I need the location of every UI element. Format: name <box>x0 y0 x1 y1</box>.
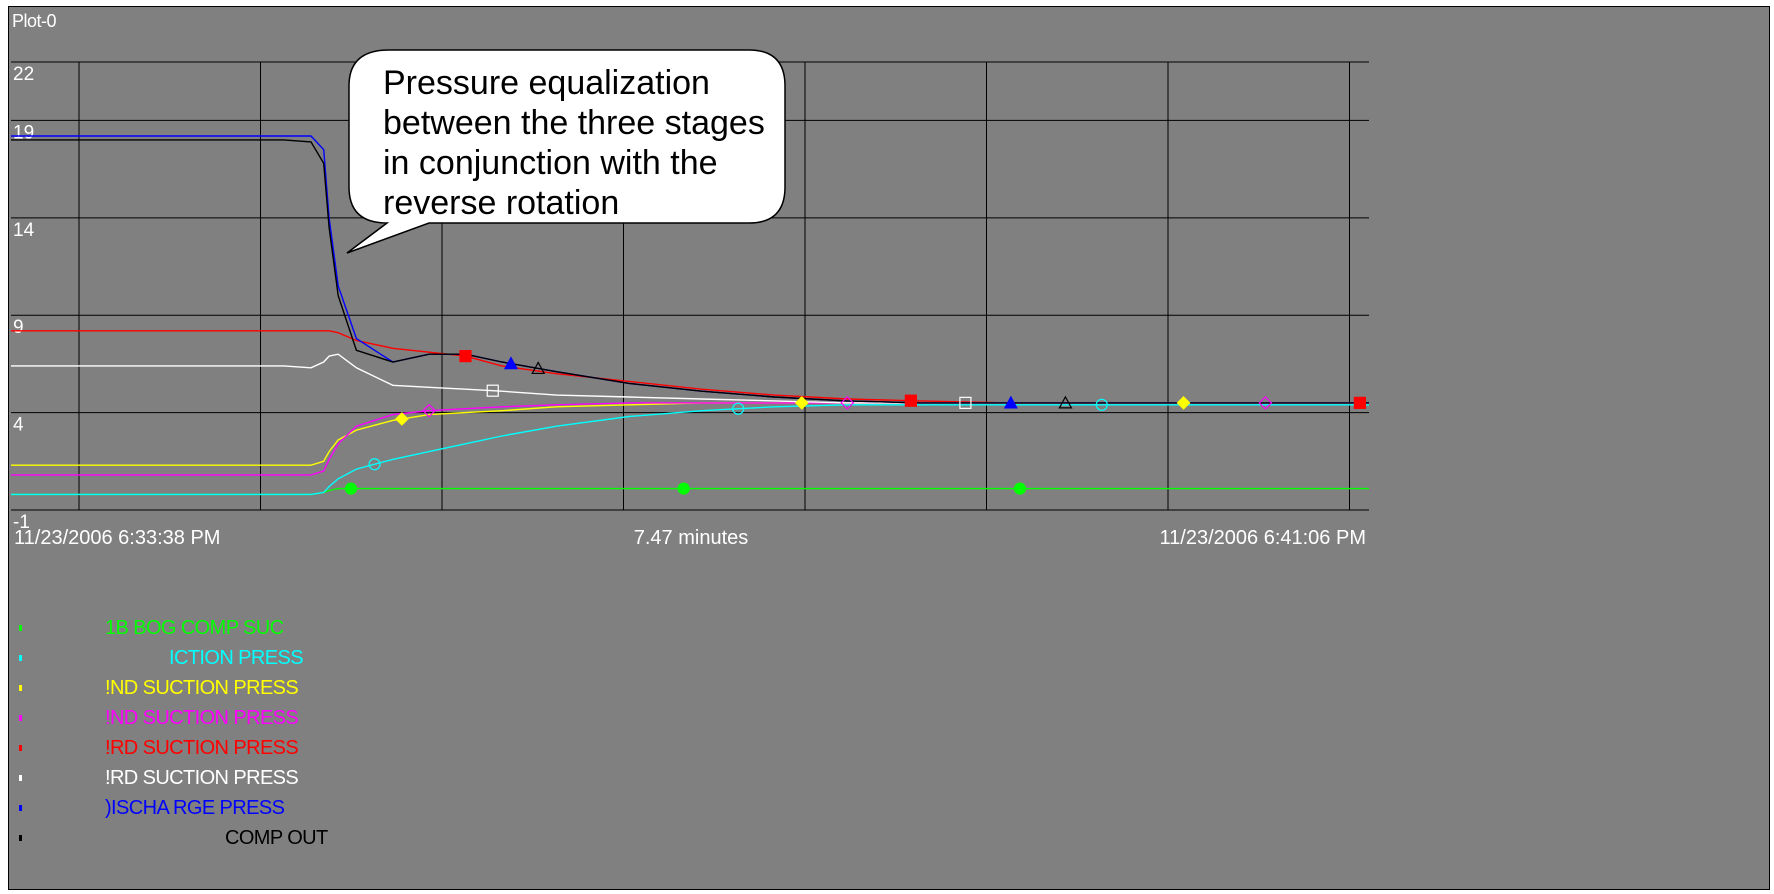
x-axis-label: 7.47 minutes <box>634 527 749 549</box>
series-lines <box>11 135 1369 496</box>
legend-swatch <box>19 805 22 811</box>
series-marker <box>1353 396 1367 409</box>
y-tick-label: 14 <box>13 220 35 241</box>
legend-item: ICTION PRESS <box>9 644 609 674</box>
series-marker <box>422 403 436 418</box>
legend-item: COMP OUT <box>9 824 609 854</box>
series-markers <box>344 350 1367 495</box>
series-marker <box>344 482 358 495</box>
series-line <box>11 139 1369 404</box>
series-marker <box>531 361 546 375</box>
legend-label: !RD SUCTION PRESS <box>105 737 299 759</box>
legend-swatch <box>19 835 22 841</box>
series-marker <box>1003 395 1018 409</box>
x-start-label: 11/23/2006 6:33:38 PM <box>14 527 220 549</box>
series-marker <box>1095 398 1108 411</box>
legend-label: !ND SUCTION PRESS <box>105 677 299 699</box>
legend-item: !ND SUCTION PRESS <box>9 704 609 734</box>
chart: -1 4 9 14 19 22 11/23/2006 6:33:38 PM 7.47 mi… <box>11 49 1369 549</box>
series-marker <box>794 396 809 410</box>
legend-item: 1B BOG COMP SUC <box>9 614 609 644</box>
series-line <box>11 353 1369 404</box>
legend-label: )ISCHA RGE PRESS <box>105 797 285 819</box>
callout-line-3: in conjunction with the <box>383 144 718 182</box>
y-tick-label: -1 <box>13 512 30 533</box>
legend-swatch <box>19 685 22 691</box>
series-marker <box>459 350 472 363</box>
y-tick-label: 19 <box>13 122 34 143</box>
legend-item: !RD SUCTION PRESS <box>9 734 609 764</box>
series-marker <box>959 396 972 409</box>
y-tick-label: 22 <box>13 64 34 85</box>
series-marker <box>904 394 917 407</box>
series-marker <box>1058 395 1073 409</box>
series-line <box>11 487 1369 496</box>
series-marker <box>368 458 381 471</box>
callout-bubble <box>346 49 786 254</box>
callout-line-1: Pressure equalization <box>383 64 710 102</box>
legend-item: !ND SUCTION PRESS <box>9 674 609 704</box>
legend-item: !RD SUCTION PRESS <box>9 764 609 794</box>
series-marker <box>840 396 855 410</box>
plot-window: Plot-0 -1 4 9 14 19 22 11/23/2006 6:33:38 PM … <box>8 6 1770 890</box>
legend-label: 1B BOG COMP SUC <box>105 617 284 639</box>
legend-swatch <box>19 775 22 781</box>
y-axis-labels: -1 4 9 14 19 22 <box>13 64 35 533</box>
legend-label: !RD SUCTION PRESS <box>105 767 299 789</box>
legend-item: )ISCHA RGE PRESS <box>9 794 609 824</box>
legend-swatch <box>19 655 22 661</box>
legend-label: !ND SUCTION PRESS <box>105 707 299 729</box>
legend-label: ICTION PRESS <box>169 647 304 669</box>
legend-swatch <box>19 625 22 631</box>
legend-swatch <box>19 745 22 751</box>
callout-line-4: reverse rotation <box>383 184 619 222</box>
series-marker <box>1013 482 1027 495</box>
series-marker <box>1176 396 1191 410</box>
series-marker <box>395 412 409 426</box>
series-marker <box>732 402 745 415</box>
y-tick-label: 4 <box>13 415 24 436</box>
series-marker <box>486 384 499 397</box>
series-line <box>11 402 1369 476</box>
legend-swatch <box>19 715 22 721</box>
series-line <box>11 404 1369 496</box>
series-marker <box>677 482 690 495</box>
y-tick-label: 9 <box>13 317 24 338</box>
annotation-callout: Pressure equalization between the three … <box>346 49 786 254</box>
callout-line-2: between the three stages <box>383 104 765 142</box>
plot-title: Plot-0 <box>12 11 57 31</box>
series-line <box>11 330 1369 404</box>
series-marker <box>503 356 518 370</box>
legend-label: COMP OUT <box>225 827 328 849</box>
x-end-label: 11/23/2006 6:41:06 PM <box>1160 527 1366 549</box>
x-axis-labels: 11/23/2006 6:33:38 PM 7.47 minutes 11/23… <box>14 527 1366 549</box>
series-marker <box>1258 396 1273 410</box>
